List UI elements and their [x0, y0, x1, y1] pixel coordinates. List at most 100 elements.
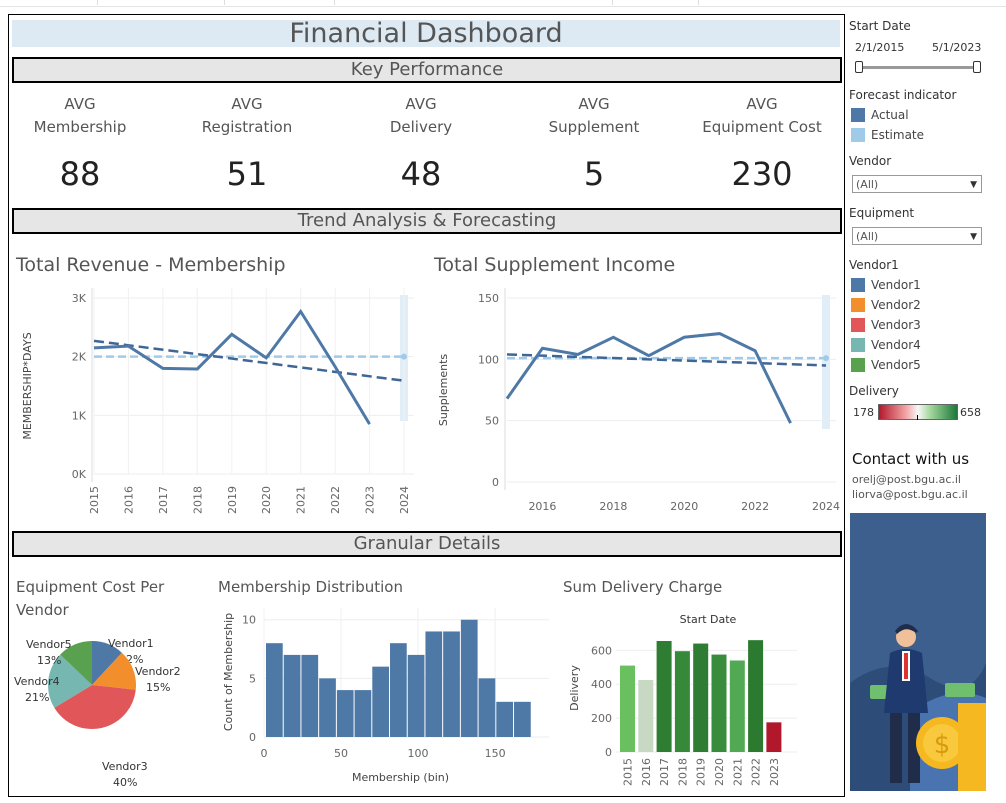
x-tick-label: 0 — [261, 747, 268, 760]
vendor-filter-label: Vendor — [849, 154, 892, 168]
chart-title-equipment: Equipment Cost Per Vendor — [16, 578, 165, 619]
x-tick-label: 2017 — [658, 758, 671, 786]
legend-label: Actual — [871, 108, 909, 122]
legend-swatch — [851, 338, 865, 352]
x-tick-label: 2019 — [226, 486, 239, 514]
legend-estimate[interactable]: Estimate — [851, 128, 924, 142]
x-tick-label: 100 — [408, 747, 429, 760]
ramp-center-tick — [917, 415, 918, 420]
kpi-membership: AVG Membership 88 — [5, 93, 155, 193]
y-tick-label: 5 — [249, 672, 256, 685]
kpi-label-line2: Equipment Cost — [702, 118, 822, 136]
kpi-label-line2: Delivery — [389, 118, 453, 136]
delivery-legend-min: 178 — [853, 406, 874, 419]
coin-inner — [923, 724, 961, 762]
x-tick-label: 2020 — [670, 500, 698, 513]
pie-slice — [47, 654, 92, 708]
x-tick-label: 2023 — [768, 758, 781, 786]
legend-vendor2[interactable]: Vendor2 — [851, 298, 921, 312]
delivery-bar — [711, 654, 727, 752]
legend-actual[interactable]: Actual — [851, 108, 909, 122]
histogram-bar — [496, 701, 514, 737]
x-tick-label: 2021 — [295, 486, 308, 514]
legend-vendor5[interactable]: Vendor5 — [851, 358, 921, 372]
pie-label-pct: 13% — [37, 654, 61, 667]
kpi-label-line1: AVG — [405, 95, 437, 113]
delivery-bar — [638, 679, 654, 752]
slider-handle-right[interactable] — [973, 61, 981, 73]
chart-subtitle: Start Date — [680, 613, 737, 626]
revenue-line-chart: 0K 1K 2K 3K 2015 2016 2017 2018 2019 2020 2021 2022… — [21, 288, 414, 514]
x-tick-label: 2015 — [88, 486, 101, 514]
vendor-dropdown[interactable]: (All) ▼ — [852, 175, 982, 193]
histogram-bar — [514, 701, 531, 737]
histogram-bar — [319, 678, 336, 737]
y-tick-label: 3K — [72, 292, 87, 305]
person-head — [896, 627, 916, 647]
kpi-registration: AVG Registration 51 — [172, 93, 322, 193]
y-tick-label: 200 — [591, 712, 612, 725]
histogram-bar — [425, 631, 443, 737]
legend-swatch — [851, 128, 865, 142]
delivery-legend-title: Delivery — [849, 384, 899, 398]
histogram-bar — [478, 678, 496, 737]
delivery-legend-max: 658 — [960, 406, 981, 419]
kpi-label-line1: AVG — [578, 95, 610, 113]
tab-separator — [224, 0, 225, 5]
histogram-bar — [372, 666, 390, 737]
legend-vendor4[interactable]: Vendor4 — [851, 338, 921, 352]
x-axis-label: Membership (bin) — [352, 771, 449, 784]
kpi-equipment-cost: AVG Equipment Cost 230 — [687, 93, 837, 193]
legend-label: Vendor1 — [871, 278, 921, 292]
x-tick-label: 50 — [334, 747, 348, 760]
kpi-label-line1: AVG — [746, 95, 778, 113]
slider-handle-left[interactable] — [855, 61, 863, 73]
legend-vendor3[interactable]: Vendor3 — [851, 318, 921, 332]
chart-title-delivery: Sum Delivery Charge — [563, 578, 723, 596]
section-header-trend: Trend Analysis & Forecasting — [12, 208, 842, 234]
pie-slice — [92, 652, 136, 690]
chart-title-revenue: Total Revenue - Membership — [16, 254, 286, 276]
kpi-value: 51 — [226, 155, 268, 193]
legend-label: Vendor2 — [871, 298, 921, 312]
delivery-bar-chart: Start Date 0 200 400 600 Delivery 2015 2016 2017… — [568, 613, 797, 786]
legend-label: Vendor4 — [871, 338, 921, 352]
contact-email-1[interactable]: orelj@post.bgu.ac.il — [852, 473, 961, 486]
y-axis-label: Delivery — [568, 665, 581, 711]
kpi-label-line2: Supplement — [548, 118, 640, 136]
top-strip — [0, 0, 1006, 7]
slider-track — [858, 66, 980, 69]
legend-swatch — [851, 108, 865, 122]
kpi-delivery: AVG Delivery 48 — [346, 93, 496, 193]
coin-stack — [958, 703, 986, 791]
x-tick-label: 2020 — [260, 486, 273, 514]
x-tick-label: 2020 — [713, 758, 726, 786]
person-leg-left — [890, 713, 902, 783]
x-tick-label: 2018 — [676, 758, 689, 786]
legend-swatch — [851, 318, 865, 332]
chevron-down-icon: ▼ — [970, 232, 977, 242]
tab-separator — [612, 0, 613, 5]
dollar-icon: $ — [934, 730, 951, 760]
kpi-label-line1: AVG — [64, 95, 96, 113]
tab-separator — [97, 0, 98, 5]
legend-vendor1[interactable]: Vendor1 — [851, 278, 921, 292]
person-tie — [904, 653, 908, 679]
supplement-line-chart: 0 50 100 150 2016 2018 2020 2022 2024 Supplements — [437, 288, 840, 513]
pie-label: Vendor4 — [14, 675, 60, 688]
contact-email-2[interactable]: liorva@post.bgu.ac.il — [852, 488, 968, 501]
y-tick-label: 2K — [72, 351, 87, 364]
y-tick-label: 0 — [492, 476, 499, 489]
legend-swatch — [851, 278, 865, 292]
x-tick-label: 150 — [485, 747, 506, 760]
y-tick-label: 600 — [591, 644, 612, 657]
equipment-dropdown[interactable]: (All) ▼ — [852, 227, 982, 245]
x-tick-label: 2016 — [122, 486, 135, 514]
x-tick-label: 2024 — [812, 500, 840, 513]
kpi-value: 5 — [583, 155, 605, 193]
start-date-slider[interactable] — [855, 61, 983, 73]
delivery-bar — [748, 640, 764, 752]
histogram-bar — [390, 643, 407, 737]
pie-slice — [60, 641, 92, 685]
